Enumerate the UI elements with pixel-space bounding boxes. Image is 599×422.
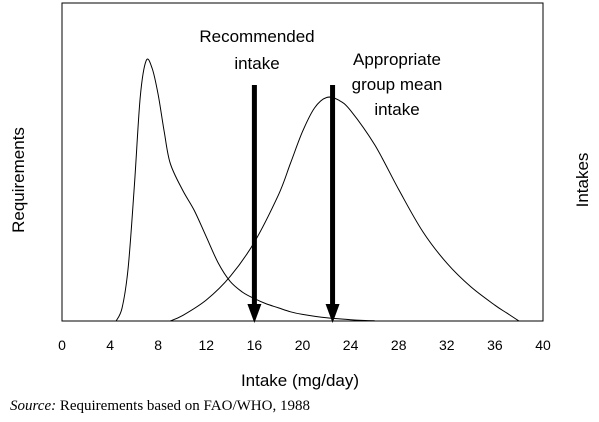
annotation-arrowhead — [325, 304, 340, 323]
x-tick-label: 20 — [295, 337, 311, 353]
x-tick-label: 4 — [106, 337, 114, 353]
annotation-label: Appropriate — [353, 50, 441, 69]
source-prefix: Source: — [10, 398, 57, 414]
x-tick-label: 12 — [199, 337, 215, 353]
x-tick-label: 32 — [439, 337, 455, 353]
curves — [115, 58, 520, 322]
annotations: Recommended intake Appropriate group mean in… — [199, 27, 442, 119]
source-text: Requirements based on FAO/WHO, 1988 — [56, 398, 310, 414]
x-tick-label: 28 — [391, 337, 407, 353]
annotation-label: intake — [234, 54, 279, 73]
x-tick-label: 40 — [535, 337, 551, 353]
annotation-label: intake — [374, 100, 419, 119]
x-tick-label: 16 — [247, 337, 263, 353]
x-tick-label: 0 — [58, 337, 66, 353]
annotation-label: group mean — [352, 75, 443, 94]
annotation-label: Recommended — [199, 27, 314, 46]
annotation-arrowhead — [247, 304, 262, 323]
arrows — [247, 85, 340, 323]
x-tick-label: 24 — [343, 337, 359, 353]
series-line-requirements — [115, 58, 375, 322]
y-axis-label-left: Requirements — [9, 127, 28, 233]
x-axis-label: Intake (mg/day) — [241, 371, 359, 390]
x-axis: 0 4 8 12 16 20 24 28 32 36 40 — [58, 337, 551, 353]
plot-frame — [61, 2, 544, 322]
source-note: Source: Requirements based on FAO/WHO, 1… — [10, 398, 310, 415]
y-axis-label-right: Intakes — [573, 153, 592, 208]
x-tick-label: 8 — [154, 337, 162, 353]
series-line-intakes — [169, 96, 520, 322]
x-tick-label: 36 — [487, 337, 503, 353]
